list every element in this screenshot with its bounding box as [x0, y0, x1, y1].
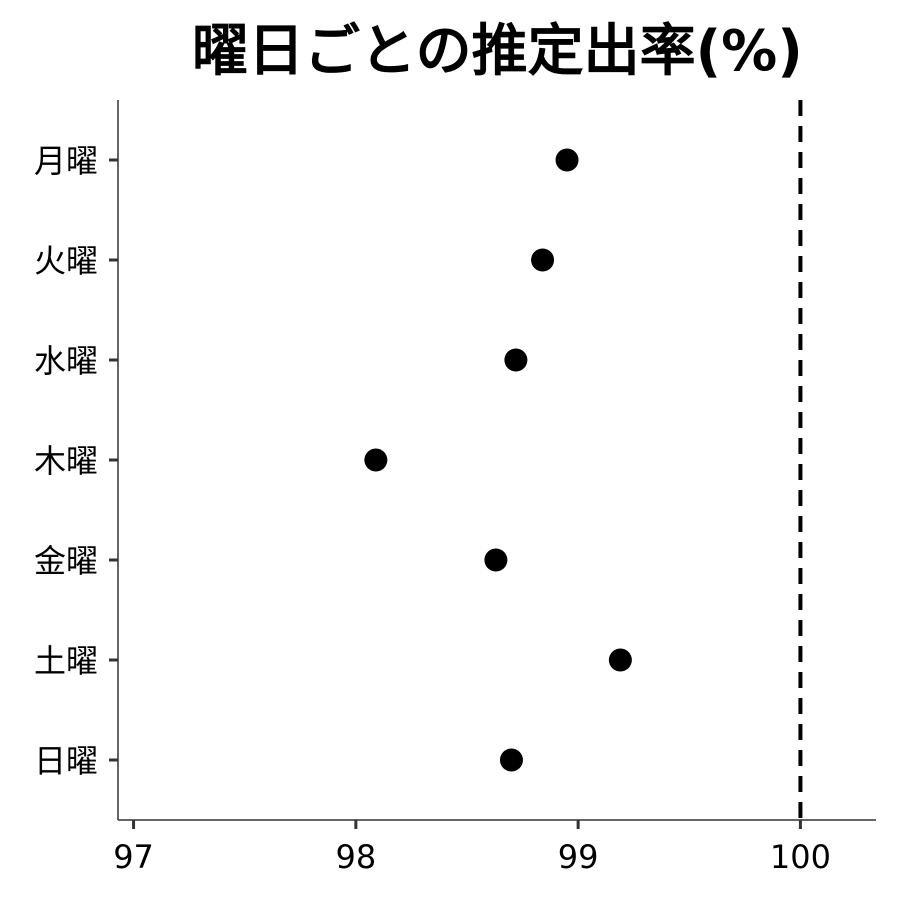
- y-tick-label: 日曜: [34, 742, 98, 780]
- data-point: [531, 248, 555, 272]
- y-tick-label: 金曜: [34, 542, 98, 580]
- data-point: [364, 448, 388, 472]
- chart-title: 曜日ごとの推定出率(%): [192, 19, 803, 84]
- y-tick-label: 水曜: [34, 342, 98, 380]
- data-point: [608, 648, 632, 672]
- data-point: [504, 348, 528, 372]
- data-point: [484, 548, 508, 572]
- data-point: [555, 148, 579, 172]
- y-tick-label: 火曜: [34, 242, 98, 280]
- data-point: [499, 748, 523, 772]
- y-tick-label: 木曜: [34, 442, 98, 480]
- x-tick-label: 98: [335, 838, 376, 876]
- x-tick-label: 100: [770, 838, 831, 876]
- x-tick-label: 99: [558, 838, 599, 876]
- data-points: [364, 148, 632, 772]
- y-tick-label: 月曜: [34, 142, 98, 180]
- x-tick-label: 97: [113, 838, 154, 876]
- y-tick-label: 土曜: [34, 642, 98, 680]
